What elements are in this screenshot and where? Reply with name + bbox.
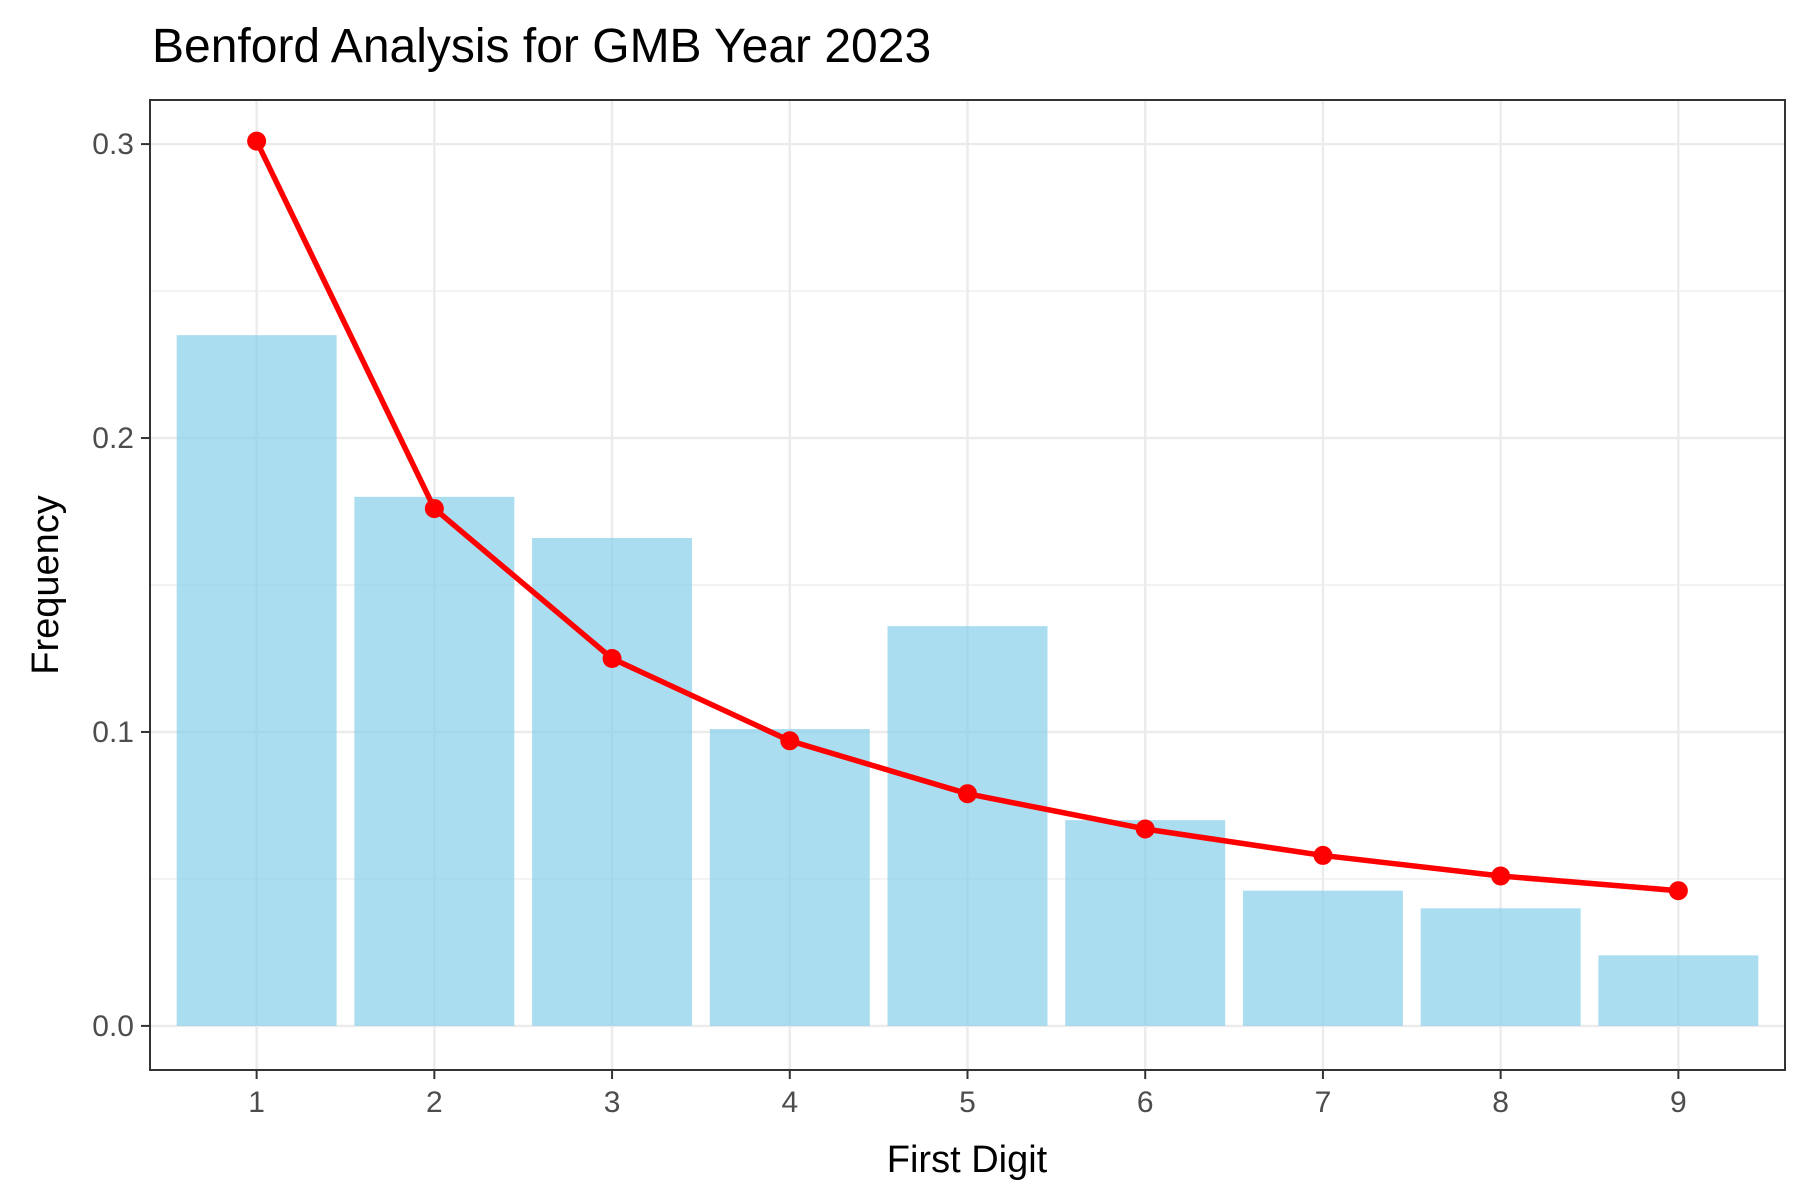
- x-tick-label: 3: [604, 1086, 621, 1119]
- y-tick-label: 0.0: [92, 1010, 134, 1043]
- y-tick-label: 0.1: [92, 716, 134, 749]
- x-tick-label: 8: [1492, 1086, 1509, 1119]
- bar-layer: [176, 335, 1759, 1026]
- point-layer: [247, 131, 1688, 901]
- x-tick-label: 7: [1315, 1086, 1332, 1119]
- x-tick-label: 2: [426, 1086, 443, 1119]
- x-axis-title: First Digit: [887, 1139, 1048, 1181]
- bar-digit-7: [1242, 890, 1403, 1026]
- bar-digit-5: [887, 626, 1048, 1026]
- benford-point-8: [1491, 866, 1511, 886]
- y-axis-title: Frequency: [25, 495, 67, 675]
- bar-digit-9: [1598, 955, 1759, 1026]
- x-tick-label: 9: [1670, 1086, 1687, 1119]
- bar-digit-6: [1065, 820, 1226, 1026]
- bar-digit-1: [176, 335, 337, 1026]
- benford-point-3: [602, 648, 622, 668]
- benford-point-6: [1135, 819, 1155, 839]
- x-tick-label: 1: [248, 1086, 265, 1119]
- bar-digit-8: [1420, 908, 1581, 1026]
- chart-title: Benford Analysis for GMB Year 2023: [152, 20, 931, 73]
- bar-digit-2: [354, 496, 515, 1026]
- benford-point-7: [1313, 845, 1333, 865]
- benford-point-4: [780, 731, 800, 751]
- benford-point-1: [247, 131, 267, 151]
- bar-digit-4: [709, 729, 870, 1026]
- bar-digit-3: [532, 537, 693, 1026]
- benford-point-5: [958, 784, 977, 804]
- axis-layer: 0.0 0.1 0.2 0.3 1 2 3 4 5 6 7 8 9: [92, 128, 1686, 1119]
- y-tick-label: 0.2: [92, 422, 134, 455]
- x-tick-label: 4: [781, 1086, 798, 1119]
- benford-point-2: [424, 499, 444, 519]
- benford-point-9: [1668, 881, 1688, 901]
- x-tick-label: 5: [959, 1086, 976, 1119]
- y-tick-label: 0.3: [92, 128, 134, 161]
- x-tick-label: 6: [1137, 1086, 1154, 1119]
